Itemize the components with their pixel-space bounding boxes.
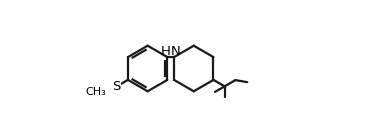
Text: H: H [161, 45, 171, 58]
Text: N: N [171, 45, 180, 58]
Text: S: S [113, 80, 121, 93]
Text: CH₃: CH₃ [85, 87, 106, 97]
